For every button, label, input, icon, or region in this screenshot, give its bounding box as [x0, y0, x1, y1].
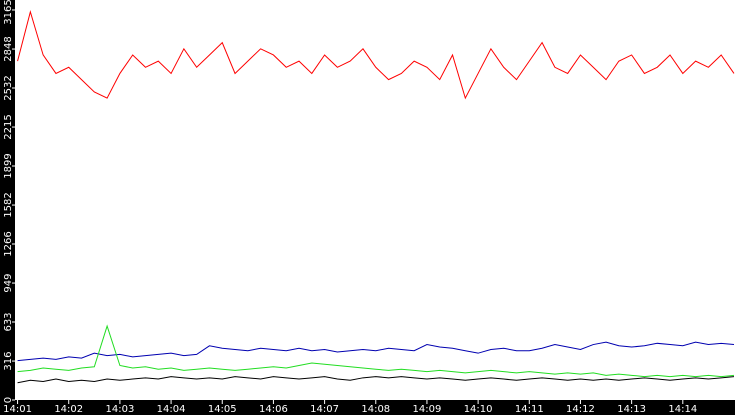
y-tick-label: 633: [3, 312, 14, 331]
x-tick-label: 14:14: [668, 404, 697, 415]
y-tick-label: 3165: [3, 0, 14, 25]
series-line: [17, 324, 735, 378]
x-tick-label: 14:13: [617, 404, 646, 415]
y-tick-label: 2215: [3, 114, 14, 139]
x-tick-label: 14:08: [361, 404, 390, 415]
y-tick-label: 1266: [3, 231, 14, 256]
x-tick-label: 14:04: [157, 404, 186, 415]
x-axis-strip: [0, 400, 735, 415]
x-tick-label: 14:01: [3, 404, 32, 415]
x-tick-label: 14:11: [515, 404, 544, 415]
y-axis-strip: [0, 0, 15, 415]
x-tick-label: 14:07: [310, 404, 339, 415]
y-tick-label: 1582: [3, 192, 14, 217]
y-tick-label: 1899: [3, 153, 14, 178]
y-tick-label: 316: [3, 352, 14, 371]
x-tick-label: 14:05: [208, 404, 237, 415]
x-tick-label: 14:09: [413, 404, 442, 415]
x-tick-label: 14:06: [259, 404, 288, 415]
x-tick-label: 14:10: [464, 404, 493, 415]
y-tick-label: 949: [3, 274, 14, 293]
y-tick-label: 0: [3, 397, 14, 403]
series-line: [17, 341, 735, 362]
y-tick-label: 2848: [3, 36, 14, 61]
x-tick-label: 14:03: [105, 404, 134, 415]
series-line: [17, 376, 735, 384]
series-line: [17, 9, 735, 100]
x-tick-label: 14:12: [566, 404, 595, 415]
x-tick-label: 14:02: [54, 404, 83, 415]
y-tick-label: 2532: [3, 75, 14, 100]
